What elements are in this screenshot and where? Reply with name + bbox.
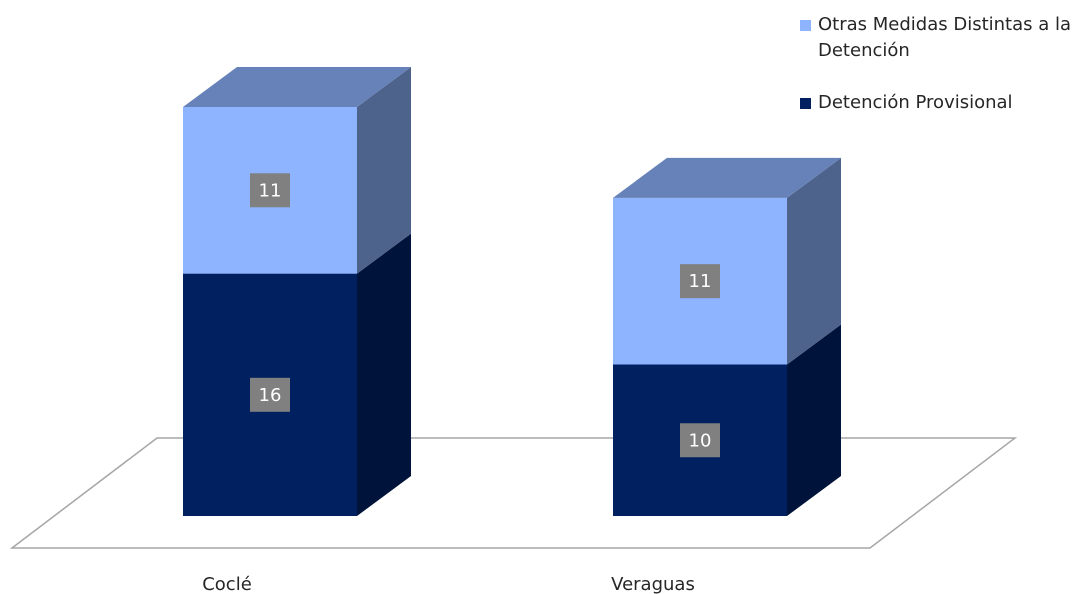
legend: Otras Medidas Distintas a la Detención D… <box>800 12 1085 116</box>
category-labels: Coclé Veraguas <box>202 574 695 594</box>
category-label-cocle: Coclé <box>202 574 252 594</box>
legend-label-detencion-provisional: Detención Provisional <box>818 92 1013 113</box>
data-label-cocle-detencion-provisional: 16 <box>259 385 282 406</box>
category-label-veraguas: Veraguas <box>611 574 695 594</box>
data-label-veraguas-otras-medidas-distintas-a-la-detencion: 11 <box>689 271 712 292</box>
legend-item-detencion-provisional: Detención Provisional <box>800 90 1085 116</box>
legend-swatch-detencion-provisional <box>800 98 811 109</box>
legend-item-otras-medidas: Otras Medidas Distintas a la Detención <box>800 12 1085 64</box>
legend-swatch-otras-medidas <box>800 20 811 31</box>
data-label-cocle-otras-medidas-distintas-a-la-detencion: 11 <box>259 180 282 201</box>
chart-floor <box>12 438 1015 548</box>
data-label-veraguas-detencion-provisional: 10 <box>689 430 712 451</box>
bar-side-cocle-detencion-provisional <box>357 234 411 516</box>
legend-label-otras-medidas: Otras Medidas Distintas a la Detención <box>818 14 1071 61</box>
